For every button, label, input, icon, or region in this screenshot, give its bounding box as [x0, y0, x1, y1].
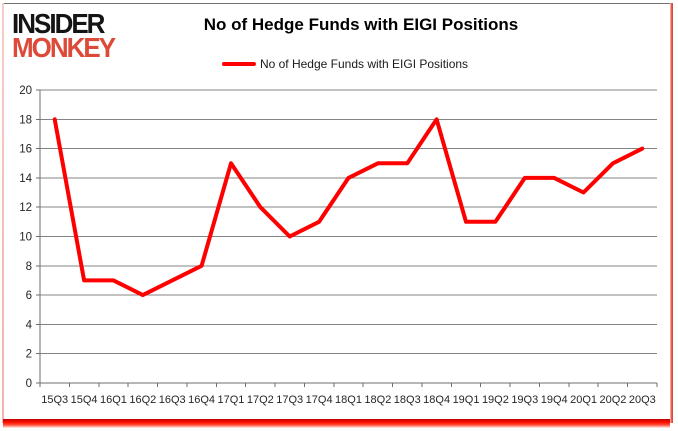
legend-label: No of Hedge Funds with EIGI Positions [259, 57, 469, 71]
y-tick-label: 18 [19, 114, 32, 126]
legend: No of Hedge Funds with EIGI Positions [221, 57, 469, 71]
frame-top-edge [4, 3, 670, 4]
x-tick-label: 19Q1 [453, 394, 480, 406]
chart-title: No of Hedge Funds with EIGI Positions [203, 15, 519, 34]
x-tick-label: 17Q2 [247, 394, 274, 406]
y-tick-label: 4 [26, 319, 33, 331]
y-tick-label: 0 [26, 378, 32, 390]
series-line [52, 117, 645, 298]
y-tick-label: 12 [19, 202, 32, 214]
x-tick-label: 16Q3 [159, 394, 186, 406]
frame-left-edge [2, 3, 4, 423]
y-tick-label: 20 [19, 85, 32, 97]
x-tick-label: 19Q2 [482, 394, 509, 406]
frame-right-edge [670, 3, 673, 423]
legend-line-swatch [221, 62, 256, 66]
x-tick-label: 16Q2 [129, 394, 156, 406]
x-tick-label: 15Q4 [71, 394, 98, 406]
x-tick-label: 18Q1 [335, 394, 362, 406]
x-tick-label: 20Q3 [629, 394, 656, 406]
frame-bottom-bar [3, 419, 670, 428]
y-tick-label: 6 [26, 290, 32, 302]
x-tick-label: 19Q3 [511, 394, 538, 406]
y-tick-label: 8 [26, 261, 32, 273]
x-tick-label: 17Q1 [218, 394, 245, 406]
x-tick-label: 20Q2 [599, 394, 626, 406]
logo-line-monkey: MONKEY [12, 31, 116, 64]
y-tick-label: 10 [19, 232, 32, 244]
x-tick-label: 18Q4 [423, 394, 450, 406]
x-tick-label: 18Q3 [394, 394, 421, 406]
x-tick-label: 20Q1 [570, 394, 597, 406]
y-tick-label: 14 [19, 173, 32, 185]
y-tick-label: 2 [26, 349, 32, 361]
x-tick-label: 16Q1 [100, 394, 127, 406]
x-tick-label: 17Q4 [306, 394, 333, 406]
x-tick-label: 19Q4 [541, 394, 568, 406]
y-tick-label: 16 [19, 144, 32, 156]
x-tick-label: 16Q4 [188, 394, 215, 406]
x-tick-label: 18Q2 [364, 394, 391, 406]
x-tick-label: 15Q3 [41, 394, 68, 406]
logo-line-insider: INSIDER [12, 7, 105, 40]
x-tick-label: 17Q3 [276, 394, 303, 406]
insider-monkey-logo: INSIDER MONKEY [12, 7, 142, 64]
